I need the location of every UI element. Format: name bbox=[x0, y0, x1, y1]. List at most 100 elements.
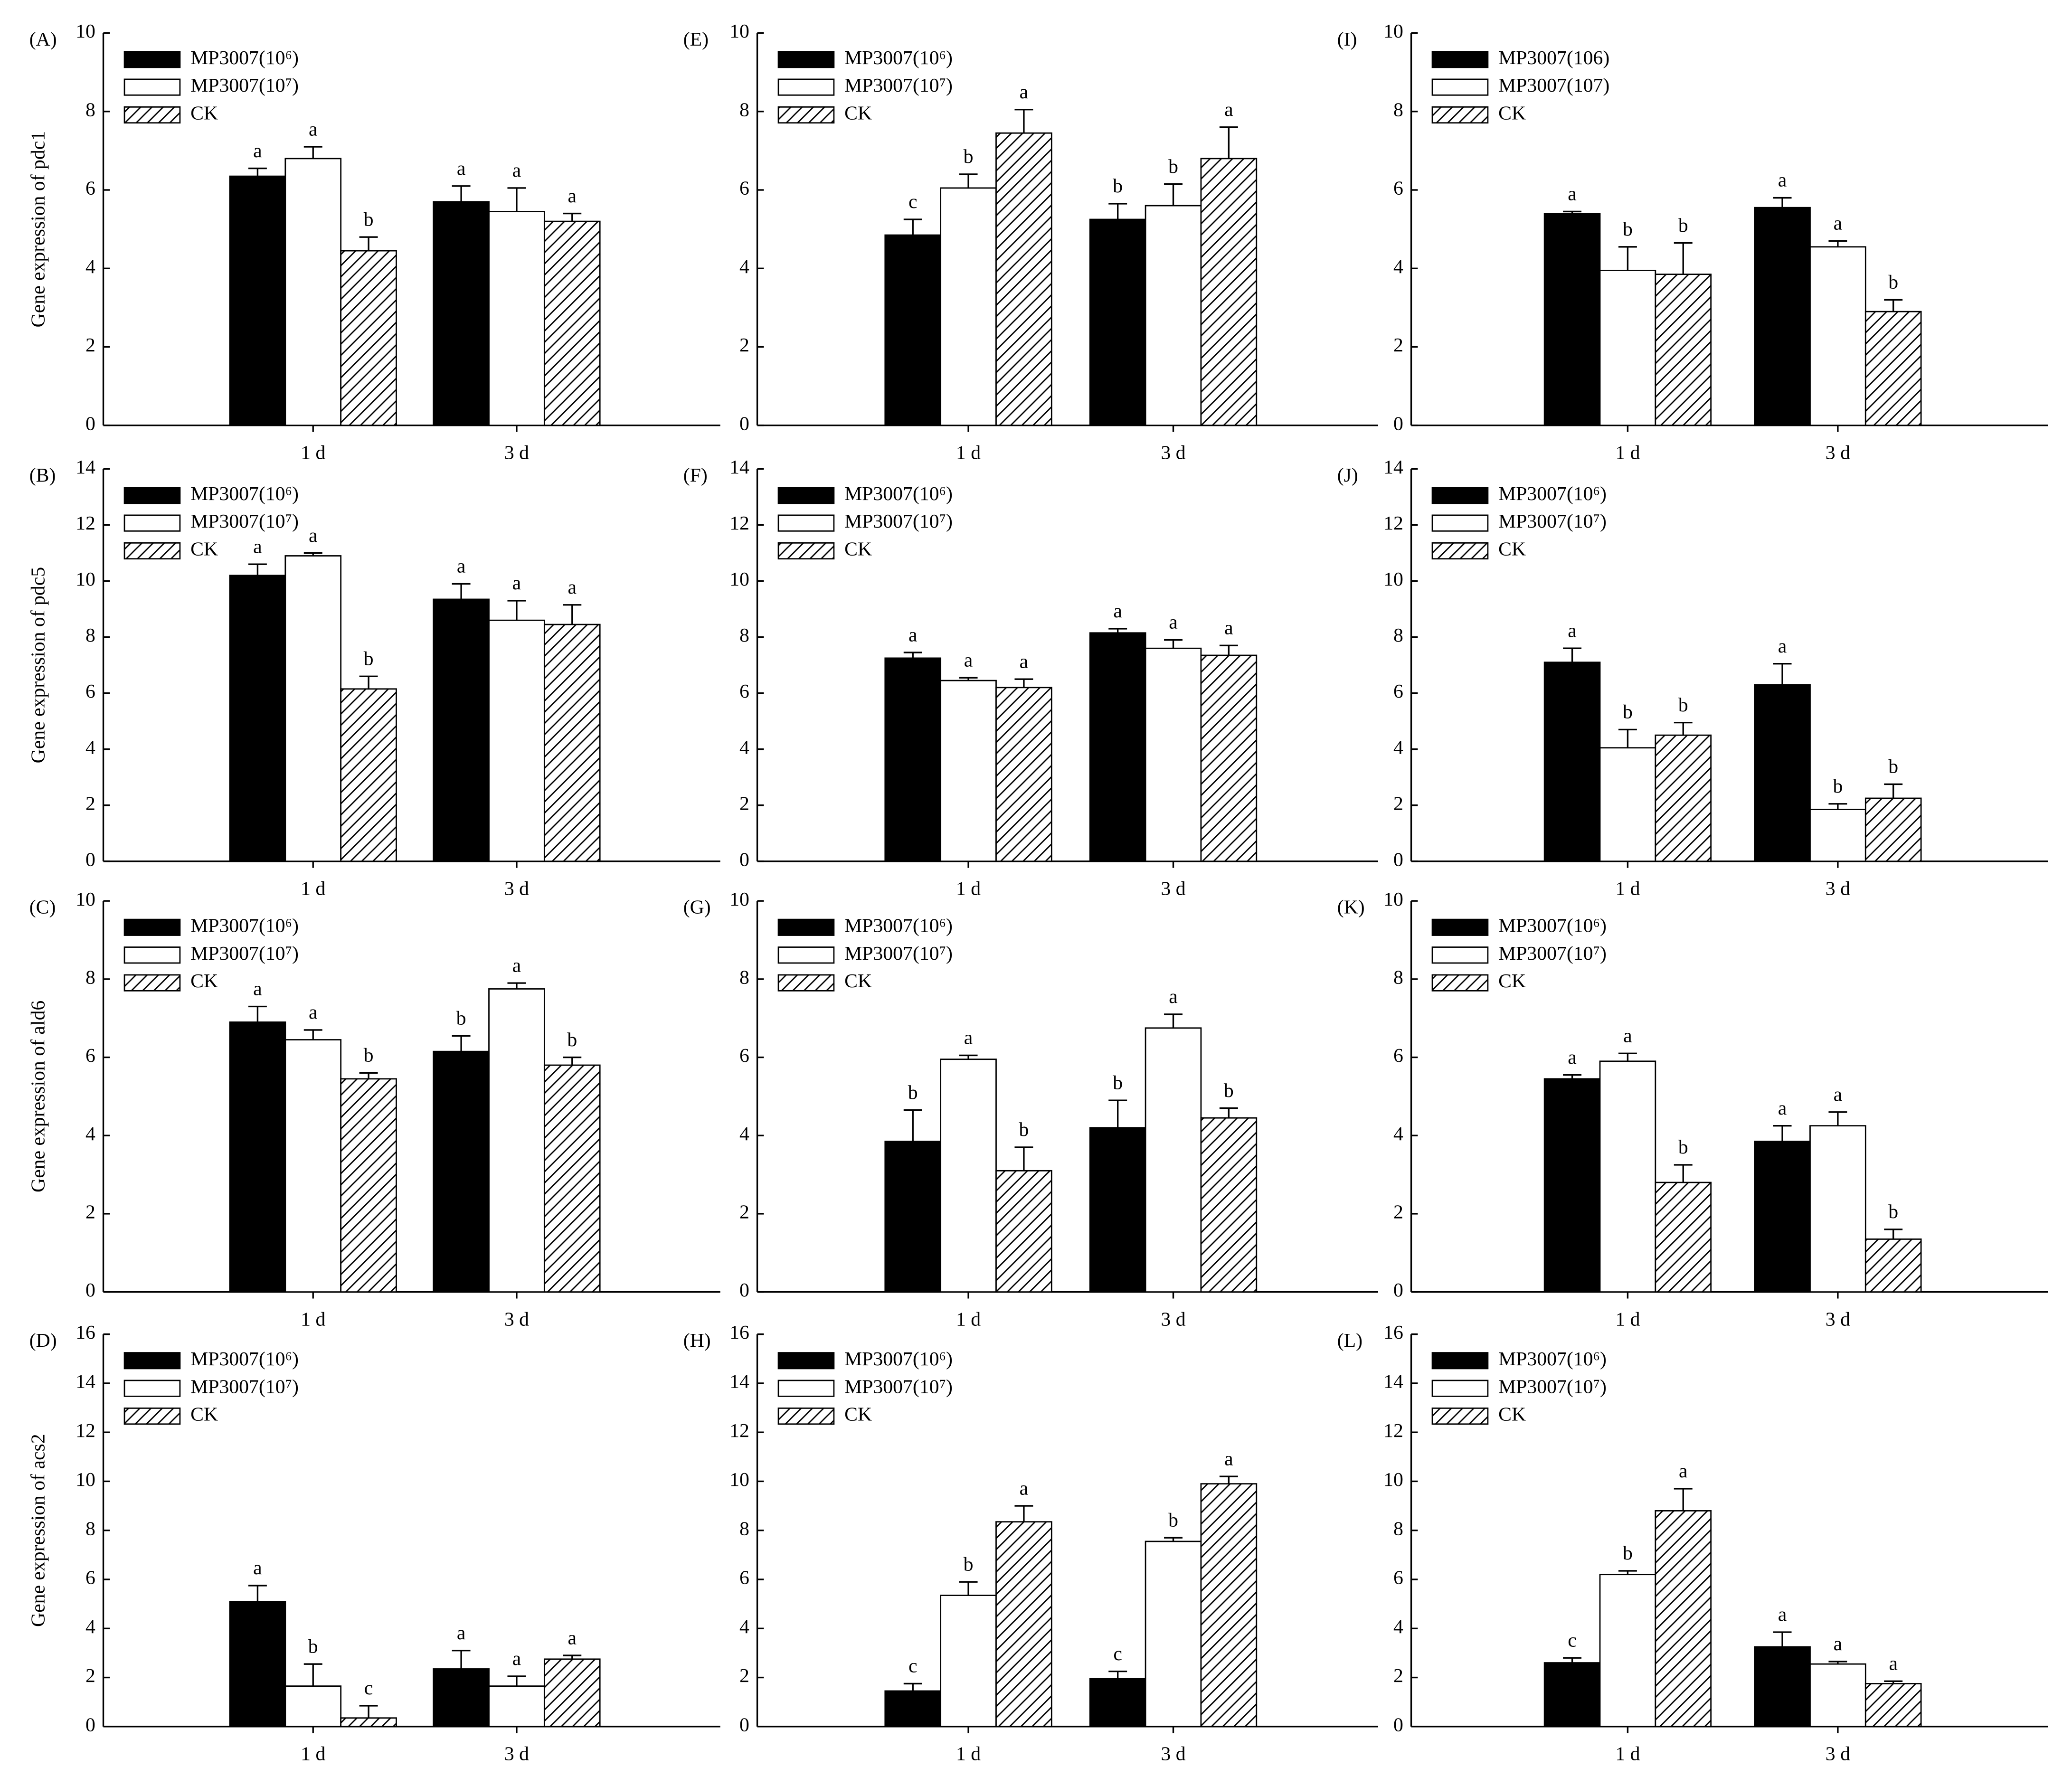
y-tick-label: 12 bbox=[729, 512, 749, 534]
significance-letter: a bbox=[964, 1027, 973, 1049]
legend-swatch bbox=[1431, 918, 1489, 936]
x-tick-label: 1 d bbox=[301, 878, 325, 900]
y-tick-label: 8 bbox=[739, 99, 749, 121]
significance-letter: b bbox=[1113, 175, 1123, 197]
y-tick-label: 4 bbox=[739, 737, 749, 758]
legend-label: MP3007(10⁷) bbox=[844, 1376, 953, 1398]
panel-label: (L) bbox=[1337, 1330, 1362, 1351]
x-tick-label: 1 d bbox=[956, 1743, 981, 1765]
legend-swatch bbox=[123, 946, 181, 964]
y-tick-label: 0 bbox=[739, 1714, 749, 1736]
y-tick-label: 4 bbox=[739, 256, 749, 278]
bar bbox=[229, 175, 286, 426]
significance-letter: c bbox=[1568, 1629, 1577, 1651]
x-tick-label: 1 d bbox=[956, 442, 981, 464]
significance-letter: b bbox=[1833, 775, 1843, 797]
bar bbox=[1809, 1125, 1866, 1293]
x-tick-label: 3 d bbox=[504, 442, 529, 464]
significance-letter: b bbox=[456, 1007, 466, 1029]
y-tick-label: 2 bbox=[739, 334, 749, 356]
y-tick-label: 0 bbox=[1393, 413, 1403, 435]
y-tick-label: 6 bbox=[739, 680, 749, 702]
bar bbox=[1809, 809, 1866, 862]
bar bbox=[543, 624, 601, 862]
bar bbox=[488, 211, 545, 426]
x-tick-label: 1 d bbox=[1615, 1743, 1640, 1765]
bar bbox=[340, 250, 397, 426]
x-tick-label: 3 d bbox=[1826, 1308, 1850, 1330]
significance-letter: a bbox=[1568, 620, 1577, 642]
legend-label: CK bbox=[844, 103, 872, 124]
y-tick-label: 10 bbox=[76, 1469, 95, 1491]
significance-letter: a bbox=[1169, 612, 1178, 633]
y-tick-label: 4 bbox=[1393, 256, 1403, 278]
bar bbox=[543, 220, 601, 426]
x-tick-label: 1 d bbox=[956, 1308, 981, 1330]
bar bbox=[1809, 1663, 1866, 1728]
y-tick-label: 10 bbox=[729, 568, 749, 590]
legend-swatch bbox=[777, 1408, 835, 1425]
bar bbox=[1200, 158, 1258, 426]
legend-swatch bbox=[1431, 51, 1489, 68]
bar bbox=[229, 575, 286, 862]
legend-label: MP3007(10⁷) bbox=[190, 75, 299, 96]
y-tick-label: 2 bbox=[1393, 1665, 1403, 1687]
y-tick-label: 4 bbox=[1393, 737, 1403, 758]
bar bbox=[433, 1668, 490, 1728]
legend-label: CK bbox=[844, 970, 872, 992]
legend-swatch bbox=[777, 946, 835, 964]
y-tick-label: 10 bbox=[76, 888, 95, 910]
x-tick-label: 3 d bbox=[1161, 1308, 1185, 1330]
significance-letter: b bbox=[908, 1082, 918, 1104]
significance-letter: b bbox=[1623, 701, 1633, 723]
significance-letter: b bbox=[1224, 1080, 1234, 1102]
bar bbox=[1599, 1574, 1656, 1728]
y-tick-label: 6 bbox=[85, 680, 95, 702]
bar bbox=[1543, 1078, 1601, 1293]
bar bbox=[1754, 1646, 1811, 1728]
legend-label: MP3007(10⁷) bbox=[190, 1376, 299, 1398]
bar bbox=[488, 988, 545, 1293]
bar bbox=[543, 1658, 601, 1728]
bar bbox=[940, 187, 997, 426]
y-tick-label: 12 bbox=[729, 1420, 749, 1442]
y-tick-label: 0 bbox=[739, 849, 749, 870]
bar bbox=[340, 1717, 397, 1728]
legend-swatch bbox=[123, 1380, 181, 1397]
panel-label: (J) bbox=[1337, 464, 1358, 486]
significance-letter: a bbox=[512, 1648, 521, 1670]
x-tick-label: 1 d bbox=[1615, 1308, 1640, 1330]
panel-label: (I) bbox=[1337, 28, 1357, 50]
significance-letter: a bbox=[1834, 1633, 1843, 1655]
legend-swatch bbox=[777, 918, 835, 936]
legend-label: MP3007(10⁶) bbox=[844, 483, 953, 505]
panel-label: (G) bbox=[683, 896, 711, 918]
legend-swatch bbox=[123, 51, 181, 68]
significance-letter: a bbox=[253, 1557, 262, 1579]
significance-letter: a bbox=[568, 1627, 577, 1649]
bar bbox=[1655, 734, 1712, 862]
bar bbox=[284, 555, 342, 862]
y-tick-label: 10 bbox=[729, 1469, 749, 1491]
legend-swatch bbox=[123, 1352, 181, 1370]
significance-letter: a bbox=[908, 624, 918, 646]
y-tick-label: 4 bbox=[739, 1616, 749, 1638]
significance-letter: a bbox=[568, 576, 577, 598]
significance-letter: b bbox=[1678, 1136, 1688, 1158]
legend-label: CK bbox=[1498, 539, 1526, 560]
bar bbox=[1864, 797, 1922, 862]
legend-swatch bbox=[1431, 106, 1489, 124]
x-tick-label: 1 d bbox=[301, 1308, 325, 1330]
legend-label: MP3007(106) bbox=[1498, 47, 1609, 69]
x-tick-label: 3 d bbox=[1161, 442, 1185, 464]
significance-letter: b bbox=[308, 1635, 318, 1657]
y-tick-label: 8 bbox=[1393, 1518, 1403, 1540]
legend-label: CK bbox=[1498, 970, 1526, 992]
y-tick-label: 2 bbox=[85, 1665, 95, 1687]
y-tick-label: 4 bbox=[85, 256, 95, 278]
legend-label: MP3007(10⁷) bbox=[844, 510, 953, 532]
y-tick-label: 0 bbox=[85, 849, 95, 870]
significance-letter: a bbox=[512, 572, 521, 594]
legend-label: MP3007(10⁶) bbox=[844, 1348, 953, 1370]
